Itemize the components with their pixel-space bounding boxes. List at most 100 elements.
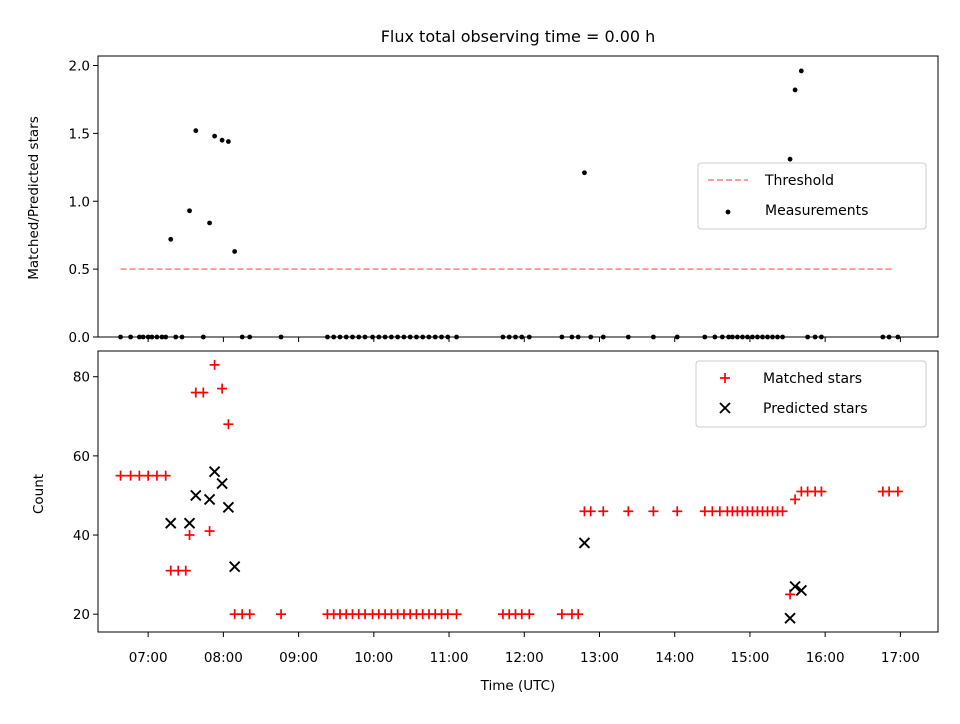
measurement-point	[163, 334, 169, 340]
measurement-point	[750, 334, 755, 340]
measurement-point	[219, 137, 225, 143]
chart-title: Flux total observing time = 0.00 h	[381, 27, 656, 46]
measurement-point	[200, 334, 206, 340]
count-panel: 20 40 60 80 07:00 08:00 09:00 10:00 11:00 12:00 13…	[73, 350, 939, 666]
measurement-point	[445, 334, 451, 340]
count-y-axis-label: Count	[31, 474, 47, 514]
measurement-point	[805, 334, 811, 340]
measurement-point	[337, 334, 343, 340]
matched-star-marker	[556, 609, 567, 620]
ratio-legend: Threshold Measurements	[697, 162, 927, 230]
measurement-point	[149, 334, 155, 340]
x-tick-label: 11:00	[430, 650, 469, 666]
ratio-y-tick-label: 0.0	[69, 330, 90, 346]
predicted-star-marker	[578, 537, 591, 549]
matched-star-marker	[151, 470, 162, 481]
measurement-point	[735, 334, 740, 340]
predicted-legend-swatch-b	[719, 402, 731, 414]
x-tick-label: 07:00	[129, 650, 168, 666]
measurement-point	[819, 334, 824, 340]
measurement-point	[145, 334, 151, 340]
measurement-point	[792, 87, 798, 93]
matched-star-marker	[816, 486, 827, 497]
matched-star-marker	[442, 609, 453, 620]
measurement-point	[726, 334, 732, 340]
matched-star-marker	[204, 526, 215, 537]
x-tick-label: 13:00	[580, 650, 619, 666]
measurement-point	[432, 334, 438, 340]
measurement-point	[702, 334, 708, 340]
legend-label: Predicted stars	[763, 401, 868, 417]
x-tick-label: 12:00	[505, 650, 544, 666]
measurement-point	[712, 334, 718, 340]
measurement-point	[719, 334, 725, 340]
measurement-point	[651, 334, 656, 340]
measurement-point	[513, 334, 518, 340]
matched-star-marker	[134, 470, 145, 481]
measurement-point	[775, 334, 780, 340]
measurement-point	[193, 128, 199, 134]
measurement-point	[136, 334, 142, 340]
ratio-panel: 0.0 0.5 1.0 1.5 2.0 Threshold Measurements	[69, 55, 939, 346]
predicted-star-marker	[228, 561, 241, 573]
predicted-star-marker	[208, 466, 221, 478]
matched-star-marker	[598, 506, 609, 517]
predicted-star-marker	[165, 517, 177, 529]
measurement-point	[401, 334, 407, 340]
count-plot-frame	[97, 350, 939, 633]
matched-star-marker	[451, 609, 462, 620]
measurement-point	[506, 334, 512, 340]
matched-star-marker	[790, 494, 801, 505]
predicted-star-marker	[216, 477, 228, 490]
matched-star-marker	[125, 470, 136, 481]
matched-star-marker	[884, 486, 895, 497]
count-y-tick-label: 80	[73, 370, 90, 386]
matched-star-marker	[184, 530, 195, 541]
measurement-point	[247, 334, 253, 340]
count-y-tick-label: 40	[73, 528, 90, 544]
measurement-point	[331, 334, 337, 340]
measurement-point	[765, 334, 770, 340]
measurement-point	[569, 334, 575, 340]
matched-star-marker	[223, 419, 234, 430]
measurement-point	[575, 334, 581, 340]
measurement-point	[770, 334, 775, 340]
ratio-plot-frame	[97, 55, 939, 338]
matched-star-marker	[115, 470, 126, 481]
measurement-point	[780, 334, 785, 340]
legend-frame	[697, 162, 927, 230]
measurement-point	[154, 334, 160, 340]
measurement-point	[439, 334, 444, 340]
measurement-point	[588, 334, 594, 340]
count-y-tick-label: 20	[73, 607, 90, 623]
measurement-point	[395, 334, 401, 340]
measurement-point	[500, 334, 506, 340]
legend-label: Matched stars	[763, 371, 862, 387]
matched-star-marker	[672, 506, 683, 517]
x-tick-label: 09:00	[279, 650, 318, 666]
matched-star-marker	[180, 565, 191, 576]
measurement-point	[168, 236, 174, 242]
matched-star-marker	[198, 387, 209, 398]
measurement-point	[519, 334, 525, 340]
matched-star-marker	[524, 609, 535, 620]
legend-frame	[695, 360, 927, 428]
measurement-point	[239, 334, 245, 340]
measurement-point	[454, 334, 459, 340]
measurement-point	[128, 334, 133, 340]
measurement-point	[625, 334, 631, 340]
measurement-point	[895, 334, 901, 340]
x-tick-label: 15:00	[730, 650, 769, 666]
matched-star-marker	[623, 506, 634, 517]
measurement-point	[173, 334, 179, 340]
measurement-point	[179, 334, 185, 340]
matched-star-marker	[160, 470, 171, 481]
measurement-point	[362, 334, 368, 340]
measurement-point	[382, 334, 388, 340]
ratio-y-tick-label: 1.5	[69, 126, 90, 142]
predicted-star-marker	[784, 612, 796, 624]
legend-label: Threshold	[764, 173, 834, 189]
measurement-point	[376, 334, 382, 340]
measurement-point	[582, 170, 587, 176]
